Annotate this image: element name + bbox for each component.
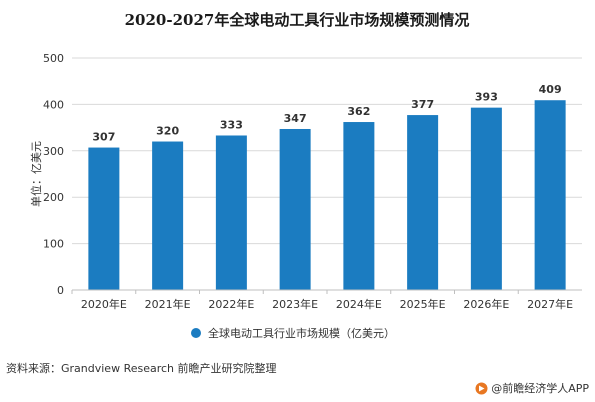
- bar: [407, 115, 439, 291]
- data-label: 393: [475, 91, 498, 104]
- source-note: 资料来源：Grandview Research 前瞻产业研究院整理: [6, 362, 277, 375]
- brand-logo-icon: [475, 382, 488, 394]
- y-tick-label: 0: [57, 284, 64, 297]
- y-axis-label: 单位：亿美元: [29, 141, 43, 207]
- bar: [343, 122, 375, 290]
- bar: [215, 135, 247, 290]
- data-label: 320: [156, 125, 179, 138]
- data-label: 377: [411, 98, 434, 111]
- x-tick-label: 2023年E: [272, 297, 318, 311]
- data-label: 347: [284, 112, 307, 125]
- brand-footer: @前瞻经济学人APP: [475, 380, 589, 396]
- legend: 全球电动工具行业市场规模（亿美元）: [191, 326, 395, 340]
- bar-series: 307 320 333 347 362 377 393 409: [88, 83, 566, 291]
- y-tick-label: 400: [43, 98, 64, 111]
- data-label: 362: [347, 105, 370, 118]
- bar: [152, 141, 184, 290]
- data-label: 333: [220, 118, 243, 131]
- x-tick-label: 2025年E: [400, 297, 446, 311]
- bar: [470, 107, 502, 290]
- x-axis-ticks: 2020年E 2021年E 2022年E 2023年E 2024年E 2025年E 2026…: [71, 290, 573, 311]
- x-tick-label: 2021年E: [145, 297, 191, 311]
- bar: [279, 128, 311, 290]
- brand-text: @前瞻经济学人APP: [491, 382, 589, 395]
- y-tick-label: 200: [43, 191, 64, 204]
- x-tick-label: 2026年E: [463, 297, 509, 311]
- legend-marker: [191, 328, 201, 338]
- y-axis-ticks: 0 100 200 300 400 500: [43, 52, 64, 297]
- x-tick-label: 2024年E: [336, 297, 382, 311]
- chart-title: 2020-2027年全球电动工具行业市场规模预测情况: [125, 11, 470, 29]
- bar: [88, 147, 120, 290]
- x-tick-label: 2020年E: [81, 297, 127, 311]
- x-tick-label: 2027年E: [527, 297, 573, 311]
- y-tick-label: 300: [43, 145, 64, 158]
- bar: [534, 100, 566, 290]
- legend-label: 全球电动工具行业市场规模（亿美元）: [208, 326, 395, 340]
- y-tick-label: 100: [43, 238, 64, 251]
- chart-grid: [72, 57, 582, 245]
- data-label: 409: [539, 83, 562, 96]
- y-tick-label: 500: [43, 52, 64, 65]
- x-tick-label: 2022年E: [208, 297, 254, 311]
- data-label: 307: [92, 131, 115, 144]
